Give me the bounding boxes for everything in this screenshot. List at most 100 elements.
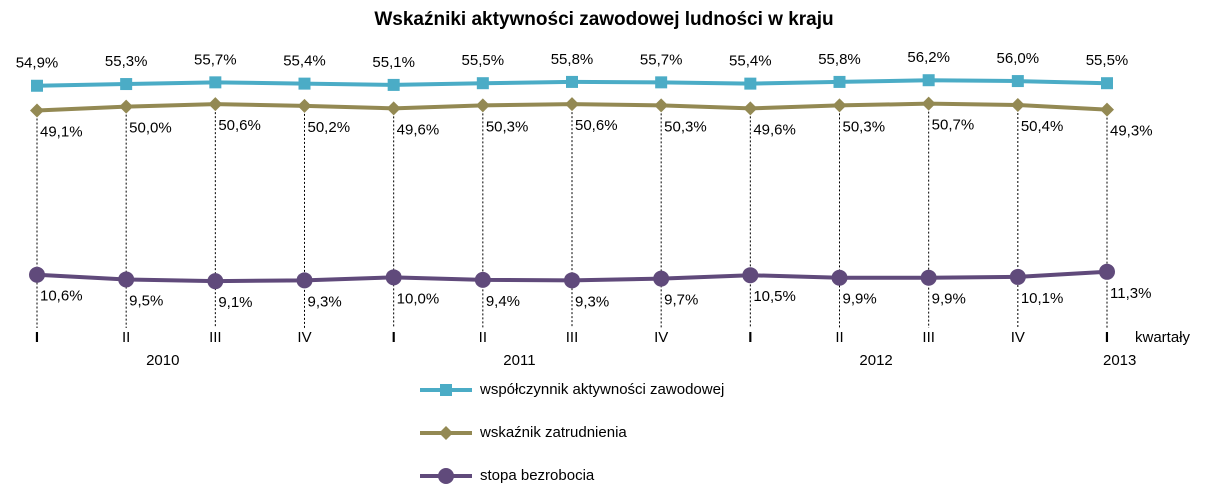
x-tick-label: IV — [297, 329, 311, 346]
legend-label: współczynnik aktywności zawodowej — [479, 381, 724, 398]
marker — [743, 101, 758, 116]
data-label: 9,9% — [843, 291, 877, 308]
marker — [208, 97, 223, 112]
marker — [831, 269, 848, 286]
marker — [119, 99, 134, 114]
data-label: 49,3% — [1110, 123, 1153, 140]
marker — [1101, 77, 1113, 90]
marker — [833, 75, 846, 88]
marker — [474, 271, 491, 288]
marker — [298, 77, 311, 90]
x-tick-label: I — [748, 329, 752, 346]
marker — [655, 76, 668, 89]
marker — [564, 272, 580, 289]
data-label: 55,3% — [105, 53, 148, 70]
legend-marker — [438, 468, 454, 484]
data-label: 55,4% — [283, 53, 326, 70]
marker — [921, 96, 936, 111]
legend-marker — [439, 426, 453, 440]
data-label: 49,6% — [397, 121, 440, 138]
x-tick-label: IV — [1011, 329, 1025, 346]
data-label: 9,3% — [308, 293, 342, 310]
marker — [566, 75, 578, 88]
marker — [385, 269, 402, 286]
data-label: 10,1% — [1021, 290, 1064, 307]
data-label: 9,9% — [932, 291, 966, 308]
data-label: 10,0% — [397, 290, 440, 307]
marker — [744, 77, 757, 90]
data-label: 50,3% — [664, 118, 707, 135]
data-label: 50,6% — [575, 117, 618, 134]
x-tick-label: IV — [654, 329, 668, 346]
legend-marker — [440, 384, 452, 396]
marker — [118, 271, 135, 288]
x-tick-label: I — [1105, 329, 1109, 346]
data-label: 9,1% — [218, 294, 252, 311]
marker — [565, 97, 579, 112]
data-label: 55,5% — [1086, 52, 1129, 69]
x-tick-label: I — [392, 329, 396, 346]
data-label: 9,4% — [486, 293, 520, 310]
x-tick-label: III — [566, 329, 579, 346]
marker — [475, 98, 490, 113]
data-label: 49,1% — [40, 123, 83, 140]
data-label: 50,0% — [129, 120, 172, 137]
marker — [654, 98, 669, 113]
data-label: 55,8% — [551, 51, 594, 68]
data-label: 55,7% — [194, 51, 237, 68]
marker — [387, 78, 400, 91]
data-label: 11,3% — [1110, 285, 1151, 302]
year-label: 2011 — [503, 352, 535, 369]
x-tick-label: I — [35, 329, 39, 346]
data-label: 55,7% — [640, 51, 683, 68]
data-label: 49,6% — [753, 121, 796, 138]
marker — [209, 76, 222, 89]
data-label: 55,1% — [372, 54, 415, 71]
data-label: 55,8% — [818, 51, 861, 68]
data-label: 10,6% — [40, 288, 83, 305]
marker — [476, 77, 489, 90]
marker — [120, 78, 133, 91]
marker — [920, 269, 937, 286]
data-label: 55,4% — [729, 53, 772, 70]
marker — [297, 98, 312, 113]
marker — [832, 98, 847, 113]
data-label: 55,5% — [462, 52, 505, 69]
marker — [207, 273, 224, 290]
data-label: 50,3% — [486, 118, 529, 135]
marker — [30, 103, 44, 118]
legend-label: wskaźnik zatrudnienia — [479, 424, 627, 441]
chart-title: Wskaźniki aktywności zawodowej ludności … — [374, 9, 833, 30]
x-tick-label: II — [122, 329, 130, 346]
year-label: 2012 — [859, 352, 892, 369]
data-label: 56,0% — [997, 50, 1040, 67]
marker — [386, 101, 401, 116]
data-label: 50,2% — [308, 119, 351, 136]
x-axis-label: kwartały — [1135, 329, 1191, 346]
x-tick-label: II — [479, 329, 487, 346]
marker — [1010, 97, 1025, 112]
year-label: 2013 — [1103, 352, 1136, 369]
x-tick-label: II — [835, 329, 843, 346]
legend-label: stopa bezrobocia — [480, 467, 595, 484]
data-label: 9,7% — [664, 292, 698, 309]
marker — [296, 272, 313, 289]
data-label: 50,7% — [932, 117, 975, 134]
marker — [922, 74, 935, 87]
x-tick-label: III — [922, 329, 935, 346]
marker — [1100, 102, 1114, 117]
data-label: 54,9% — [16, 55, 59, 72]
x-tick-label: III — [209, 329, 222, 346]
data-label: 50,6% — [218, 117, 261, 134]
data-label: 56,2% — [907, 49, 950, 66]
marker — [1011, 75, 1024, 88]
data-label: 9,3% — [575, 293, 609, 310]
data-label: 9,5% — [129, 292, 163, 309]
marker — [742, 267, 759, 284]
marker — [29, 266, 45, 283]
marker — [1009, 268, 1026, 285]
marker — [31, 79, 43, 92]
data-label: 50,3% — [843, 118, 886, 135]
year-label: 2010 — [146, 352, 179, 369]
